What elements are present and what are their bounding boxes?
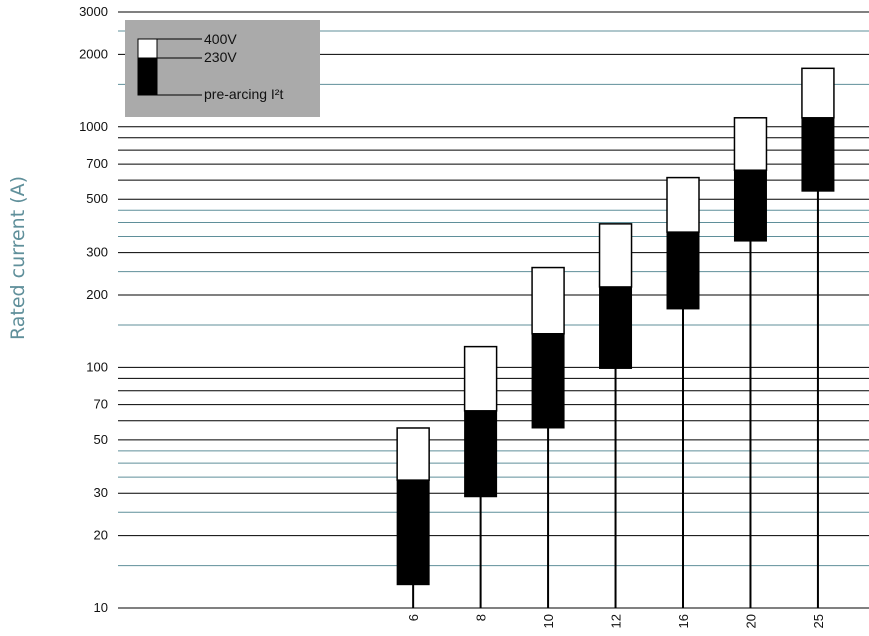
y-tick-label: 50 <box>94 432 108 447</box>
bar-segment-230v <box>396 479 430 586</box>
bar-segment-400v <box>396 427 430 481</box>
y-tick-label: 2000 <box>79 46 108 61</box>
legend-label-prearcing: pre-arcing I²t <box>204 86 283 102</box>
y-tick-label: 500 <box>86 191 108 206</box>
x-tick-label: 10 <box>541 614 556 628</box>
bar-segment-400v <box>531 266 565 335</box>
y-tick-label: 200 <box>86 287 108 302</box>
y-tick-label: 3000 <box>79 4 108 19</box>
x-tick-labels: 6 8 10 12 16 20 25 <box>406 614 826 628</box>
x-tick-label: 20 <box>743 614 758 628</box>
legend-label-400v: 400V <box>204 31 237 47</box>
bar-segment-400v <box>801 67 835 119</box>
x-tick-label: 8 <box>474 614 489 621</box>
y-tick-label: 20 <box>94 528 108 543</box>
bars <box>396 67 835 608</box>
bar-segment-230v <box>733 169 767 242</box>
legend-swatch-400v <box>137 38 158 59</box>
bar-segment-230v <box>599 286 633 369</box>
legend-swatch-230v <box>137 57 158 96</box>
legend: 400V 230V pre-arcing I²t <box>125 20 320 117</box>
y-tick-label: 300 <box>86 245 108 260</box>
y-axis-label: Rated current (A) <box>7 176 29 340</box>
y-tick-label: 100 <box>86 359 108 374</box>
x-tick-label: 6 <box>406 614 421 621</box>
y-tick-label: 700 <box>86 156 108 171</box>
x-tick-label: 25 <box>811 614 826 628</box>
x-tick-label: 12 <box>609 614 624 628</box>
y-tick-labels: 3000 2000 1000 700 500 300 200 100 70 50 30 20 10 <box>79 4 108 615</box>
bar-segment-400v <box>463 345 498 412</box>
bar-segment-230v <box>464 410 498 498</box>
bar-segment-230v <box>531 333 565 429</box>
legend-label-230v: 230V <box>204 49 237 65</box>
bar-segment-400v <box>666 176 700 233</box>
bar-segment-400v <box>733 117 768 171</box>
y-tick-label: 30 <box>94 485 108 500</box>
y-tick-label: 70 <box>94 397 108 412</box>
bar-segment-400v <box>598 223 633 288</box>
y-tick-label: 10 <box>94 600 108 615</box>
bar-segment-230v <box>801 117 835 192</box>
y-tick-label: 1000 <box>79 119 108 134</box>
x-tick-label: 16 <box>676 614 691 628</box>
bar-segment-230v <box>666 231 700 310</box>
